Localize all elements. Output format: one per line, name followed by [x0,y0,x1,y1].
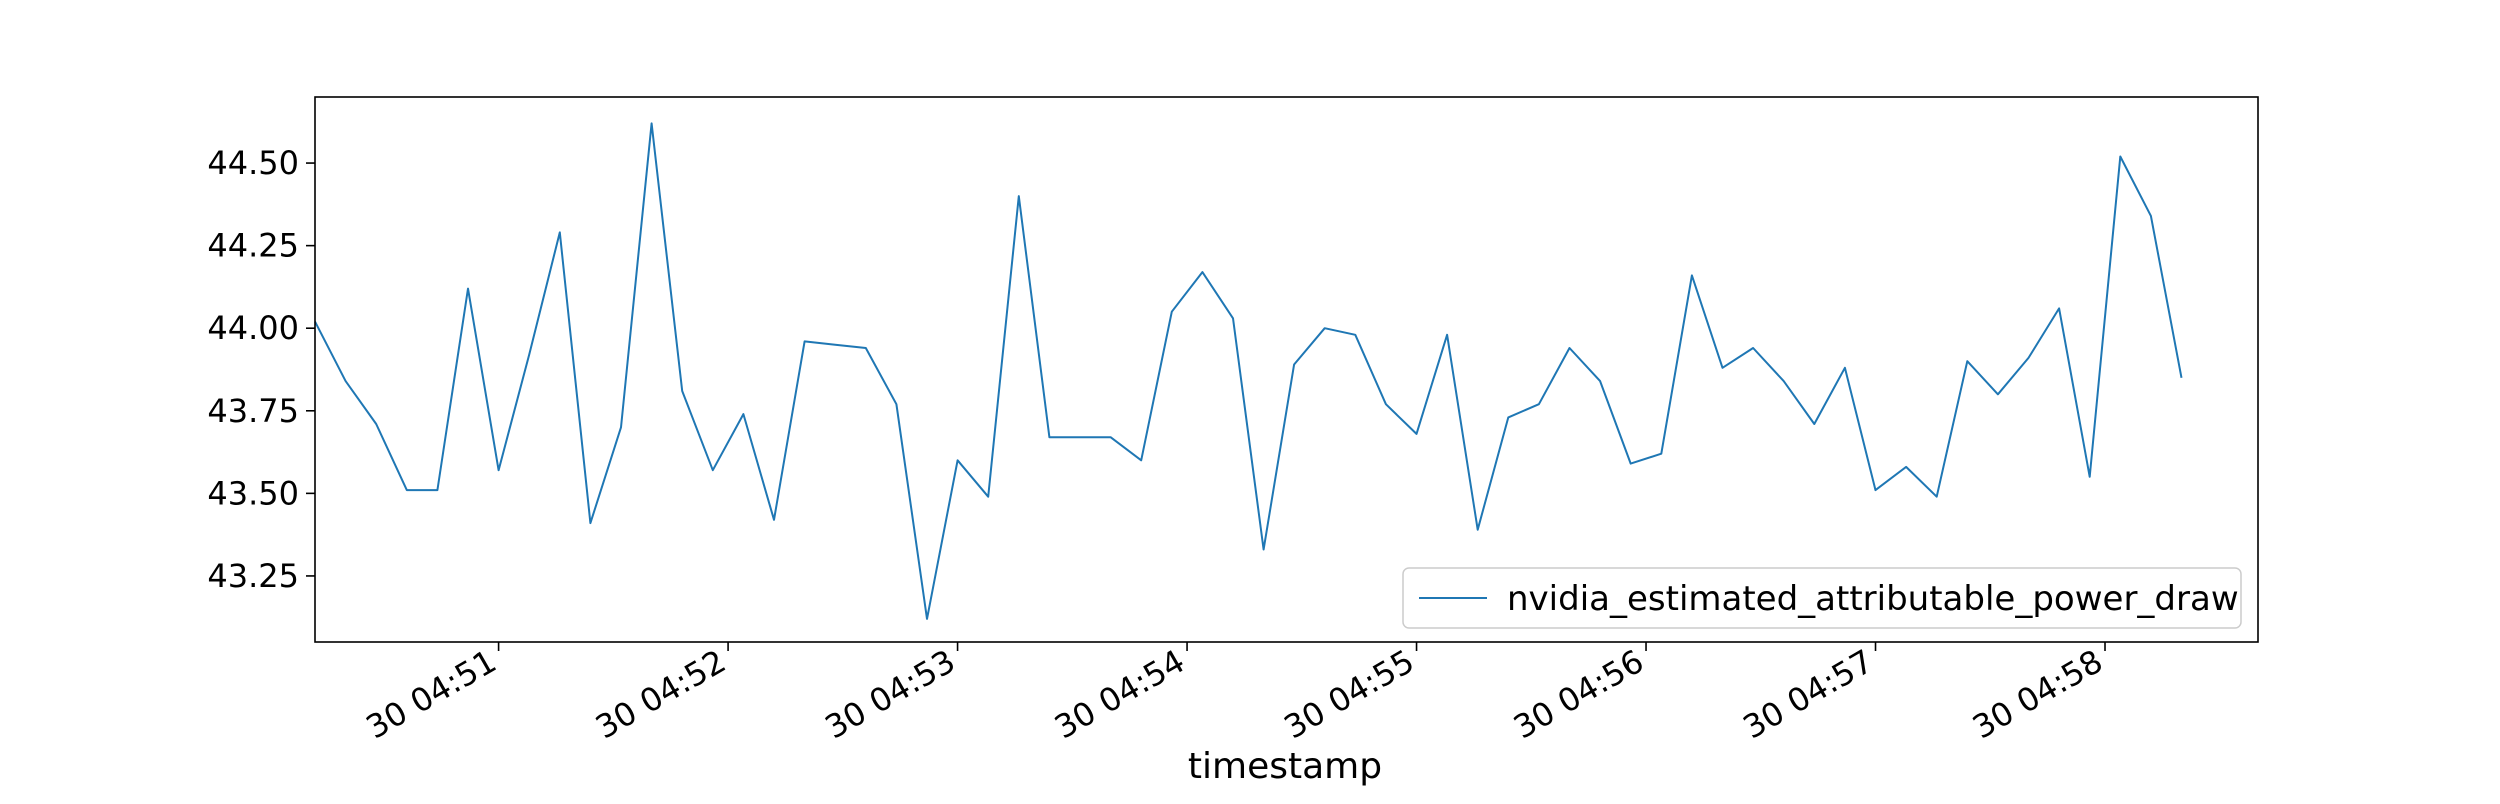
x-tick-label: 30 04:53 [819,642,962,746]
y-tick-label: 44.25 [207,227,299,265]
plot-area [314,96,2259,643]
y-tick-label: 43.50 [207,474,299,512]
x-axis-label: timestamp [1188,746,1382,787]
x-tick-label: 30 04:56 [1507,642,1650,746]
x-tick-label: 30 04:54 [1048,642,1191,746]
x-tick-label: 30 04:52 [589,642,732,746]
legend: nvidia_estimated_attributable_power_draw [1402,567,2242,629]
y-axis: 43.25 43.50 43.75 44.00 44.25 44.50 [207,144,315,595]
x-tick-label: 30 04:51 [360,642,503,746]
x-axis: 30 04:51 30 04:52 30 04:53 30 04:54 30 04:55… [360,642,2109,746]
x-tick-label: 30 04:55 [1278,642,1421,746]
legend-box [1402,567,2242,629]
x-tick-label: 30 04:58 [1966,642,2109,746]
series-line [314,122,2183,620]
y-tick-label: 43.75 [207,392,299,430]
y-tick-label: 44.00 [207,309,299,347]
x-tick-label: 30 04:57 [1737,642,1880,746]
y-tick-label: 44.50 [207,144,299,182]
plot-frame [314,96,2259,643]
y-tick-label: 43.25 [207,557,299,595]
legend-label: nvidia_estimated_attributable_power_draw [1507,579,2239,619]
